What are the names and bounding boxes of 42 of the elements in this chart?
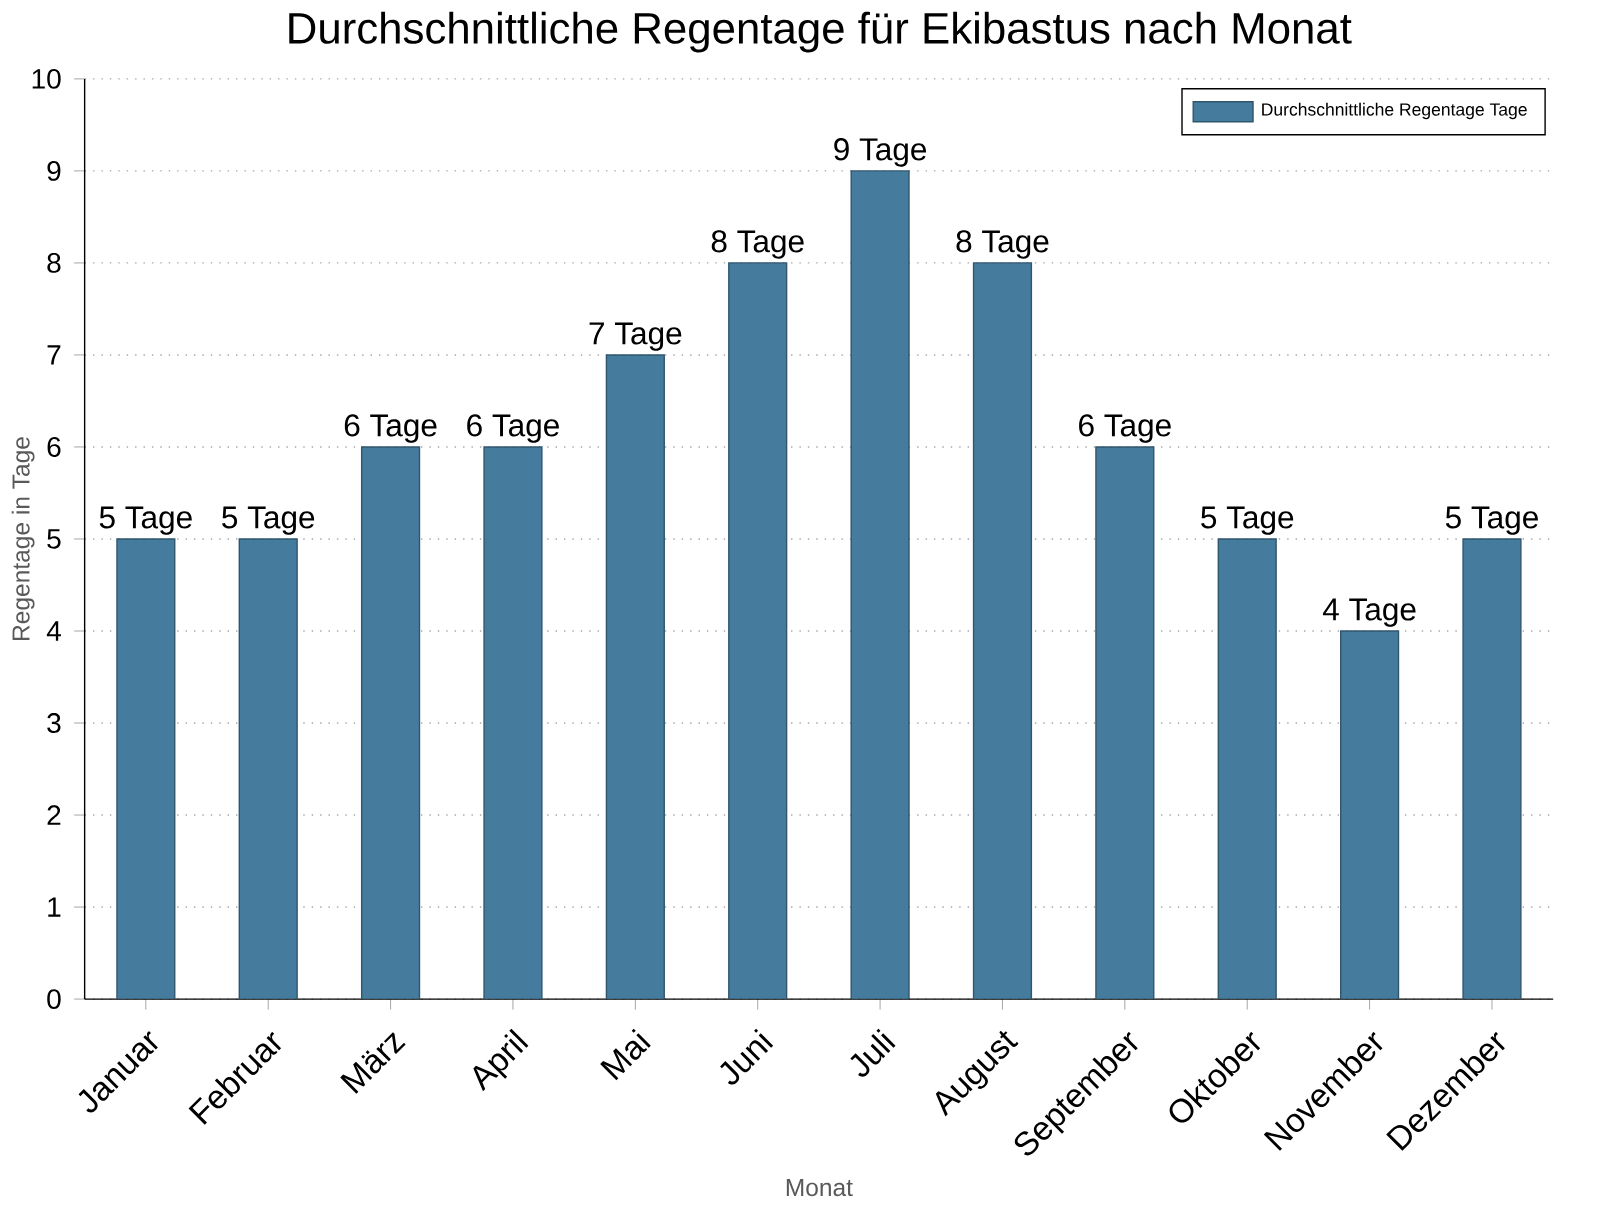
y-tick-label: 9 <box>47 160 61 181</box>
y-tick-label: 4 <box>46 621 61 641</box>
data-label: 6 Tage <box>1079 413 1171 443</box>
data-label: 9 Tage <box>834 137 927 167</box>
y-tick-label: 10 <box>32 68 61 89</box>
x-axis-title: Monat <box>786 1178 853 1196</box>
data-label: 4 Tage <box>1322 598 1416 627</box>
y-tick-label: 7 <box>47 345 61 365</box>
y-tick-label: 1 <box>48 897 61 917</box>
y-tick-label: 3 <box>47 712 61 733</box>
bar <box>1217 538 1277 999</box>
bar <box>1462 538 1522 999</box>
bar <box>238 538 298 999</box>
data-label: 5 Tage <box>1201 506 1294 535</box>
data-label: 6 Tage <box>344 413 437 443</box>
bar <box>360 446 421 999</box>
y-tick-label: 5 <box>47 529 61 549</box>
chart-title: Durchschnittliche Regentage für Ekibastus nach Monat <box>289 11 1352 53</box>
data-label: 6 Tage <box>467 413 559 443</box>
x-tick-label: Juli <box>850 1028 896 1077</box>
data-label: 7 Tage <box>589 322 682 351</box>
bar <box>728 262 788 999</box>
y-tick-label: 0 <box>47 988 61 1009</box>
bar <box>1095 446 1155 999</box>
y-tick-label: 6 <box>47 436 61 457</box>
y-axis-title: Regentage in Tage <box>11 436 35 640</box>
bar <box>850 170 910 999</box>
bar <box>605 354 665 999</box>
data-label: 8 Tage <box>956 229 1049 259</box>
data-label: 5 Tage <box>1445 506 1538 535</box>
bar <box>483 446 543 999</box>
data-label: 5 Tage <box>99 506 192 535</box>
legend-label: Durchschnittliche Regentage Tage <box>1262 102 1527 119</box>
y-tick-label: 8 <box>47 252 61 273</box>
bar <box>116 538 176 999</box>
y-tick-label: 2 <box>47 805 61 825</box>
x-tick-label: Mai <box>600 1028 651 1080</box>
bar <box>972 262 1033 999</box>
x-tick-label: Juni <box>720 1028 774 1085</box>
data-label: 5 Tage <box>222 506 315 535</box>
data-label: 8 Tage <box>711 229 804 259</box>
bar <box>1339 630 1400 999</box>
